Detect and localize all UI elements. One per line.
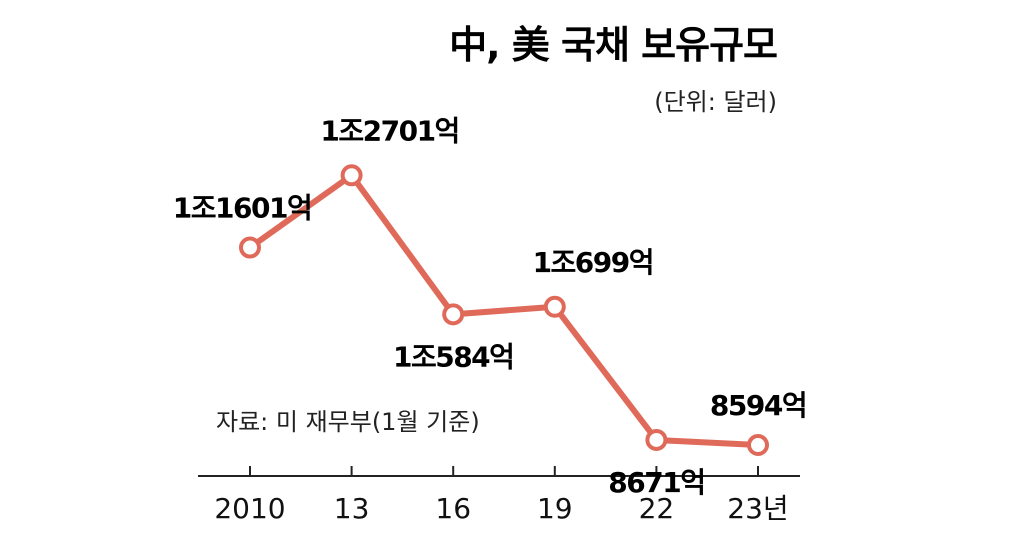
data-point	[645, 428, 668, 451]
data-label: 1조584억	[393, 340, 513, 373]
data-label: 8671억	[608, 466, 704, 499]
data-label: 1조2701억	[320, 114, 458, 147]
x-tick-label: 19	[537, 492, 573, 525]
chart-title: 中, 美 국채 보유규모	[449, 23, 778, 67]
x-tick-label: 22	[639, 492, 675, 525]
unit-note: (단위: 달러)	[654, 88, 777, 116]
x-tick-label: 13	[334, 492, 370, 525]
data-label: 1조699억	[533, 246, 653, 279]
x-tick-label: 2010	[214, 492, 285, 525]
data-point	[442, 303, 465, 326]
x-tick-label: 16	[435, 492, 471, 525]
source-note: 자료: 미 재무부(1월 기준)	[216, 408, 480, 436]
series-line	[248, 172, 759, 449]
data-point	[340, 164, 363, 187]
x-tick-label: 23년	[727, 492, 788, 525]
data-point	[747, 434, 769, 457]
data-label: 8594억	[710, 389, 806, 422]
data-point	[239, 236, 261, 259]
data-point	[543, 295, 566, 318]
data-label: 1조1601억	[173, 192, 311, 225]
